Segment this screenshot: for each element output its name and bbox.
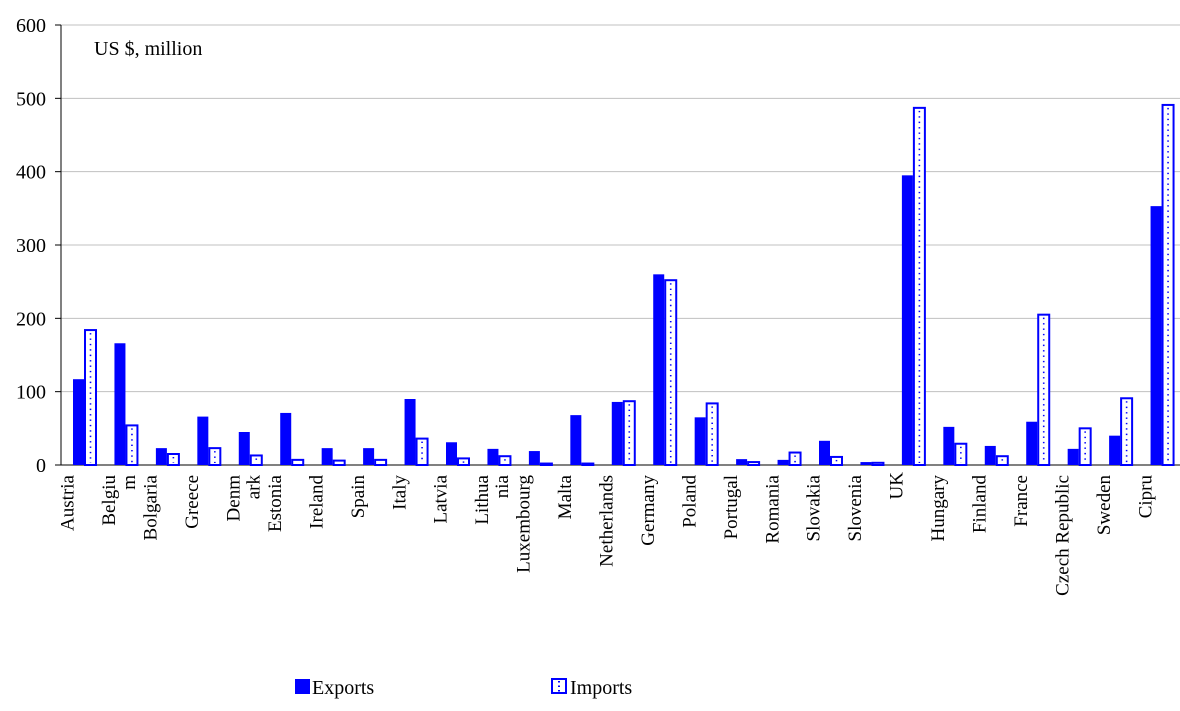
y-axis: 0 100 200 300 400 500 600 xyxy=(16,15,1180,477)
x-category-label: Slovakia xyxy=(804,474,825,541)
bar-exports xyxy=(280,412,292,465)
bar-imports xyxy=(415,437,429,467)
bar-imports xyxy=(1161,103,1175,467)
x-category-label: Denm xyxy=(224,475,245,522)
x-category-label: Malta xyxy=(555,474,576,519)
bar-exports xyxy=(1109,435,1121,465)
y-tick-label: 200 xyxy=(16,308,46,330)
x-category-label: Greece xyxy=(182,475,203,529)
bars xyxy=(73,103,1175,467)
x-category-label: Luxembourg xyxy=(514,475,535,573)
bar-exports xyxy=(984,445,996,465)
x-category-label: Latvia xyxy=(431,474,452,523)
y-tick-label: 500 xyxy=(16,88,46,110)
bar-imports xyxy=(912,106,926,466)
y-tick-label: 0 xyxy=(36,455,46,477)
x-axis-labels: Austria Belgiu m Bolgaria Greece Denm ark Eston… xyxy=(58,472,1157,596)
bar-imports xyxy=(581,462,595,466)
bar-exports xyxy=(155,448,167,465)
bar-exports xyxy=(901,175,913,466)
x-category-label: Austria xyxy=(58,474,79,531)
bar-exports xyxy=(446,442,457,465)
bar-imports xyxy=(954,442,968,467)
bar-imports xyxy=(374,458,388,467)
y-tick-label: 600 xyxy=(16,15,46,37)
x-category-label: Hungary xyxy=(928,475,949,542)
bar-exports xyxy=(611,401,623,465)
bar-imports xyxy=(871,461,885,466)
bar-exports xyxy=(487,448,499,465)
x-category-label: ark xyxy=(244,475,265,500)
bar-exports xyxy=(1026,421,1038,465)
bar-imports xyxy=(1037,313,1051,466)
legend-label-imports: Imports xyxy=(570,677,632,699)
x-category-label: nia xyxy=(492,474,513,498)
bar-exports xyxy=(570,415,582,465)
gridlines xyxy=(61,24,1180,466)
bar-exports xyxy=(321,448,333,465)
bar-exports xyxy=(1150,206,1162,465)
bar-exports xyxy=(819,440,830,465)
bar-exports xyxy=(73,379,84,465)
x-category-label: Estonia xyxy=(265,474,286,532)
x-category-label: Italy xyxy=(389,475,410,510)
bar-exports xyxy=(694,417,706,465)
x-category-label: Sweden xyxy=(1094,475,1115,536)
bar-exports xyxy=(736,459,748,465)
bar-exports xyxy=(363,448,375,465)
bar-exports xyxy=(860,462,872,465)
x-category-label: Spain xyxy=(348,475,369,519)
x-category-label: Czech Republic xyxy=(1052,475,1073,596)
unit-label: US $, million xyxy=(94,38,202,60)
bar-exports xyxy=(653,274,665,465)
bar-exports xyxy=(943,426,955,465)
x-category-label: Portugal xyxy=(721,475,742,539)
bar-exports xyxy=(238,432,250,465)
y-tick-label: 300 xyxy=(16,235,46,257)
x-category-label: Belgiu xyxy=(99,475,120,526)
y-tick-label: 100 xyxy=(16,382,46,404)
x-category-label: Poland xyxy=(679,475,700,528)
bar-imports xyxy=(1120,397,1134,466)
bar-imports xyxy=(332,459,346,467)
bar-imports xyxy=(747,461,761,467)
x-category-label: Slovenia xyxy=(845,474,866,541)
legend: Exports Imports xyxy=(295,677,632,699)
legend-label-exports: Exports xyxy=(312,677,374,699)
bar-imports xyxy=(788,451,802,466)
x-category-label: Bolgaria xyxy=(141,474,162,540)
bar-imports xyxy=(539,462,553,466)
x-category-label: Cipru xyxy=(1135,475,1156,519)
bar-exports xyxy=(404,399,416,465)
x-category-label: Lithua xyxy=(472,474,493,524)
bar-imports xyxy=(249,454,263,467)
bar-exports xyxy=(114,343,126,465)
x-category-label: Germany xyxy=(638,475,659,546)
bar-exports xyxy=(777,459,789,465)
bar-imports xyxy=(166,453,180,466)
bar-imports xyxy=(1078,427,1092,467)
bar-exports xyxy=(197,416,209,465)
y-tick-label: 400 xyxy=(16,162,46,184)
bar-imports xyxy=(291,458,305,467)
x-category-label: Finland xyxy=(970,475,991,534)
x-category-label: UK xyxy=(887,472,908,500)
bar-exports xyxy=(528,451,540,465)
bar-imports xyxy=(84,329,97,467)
legend-swatch-exports xyxy=(295,679,310,694)
x-category-label: Romania xyxy=(762,474,783,543)
bar-imports xyxy=(622,400,636,467)
x-category-label: Ireland xyxy=(306,475,327,529)
x-category-label: m xyxy=(119,475,140,490)
bar-exports xyxy=(1067,448,1079,465)
bar-imports xyxy=(664,279,678,467)
x-category-label: Netherlands xyxy=(597,475,618,567)
x-category-label: France xyxy=(1011,475,1032,527)
